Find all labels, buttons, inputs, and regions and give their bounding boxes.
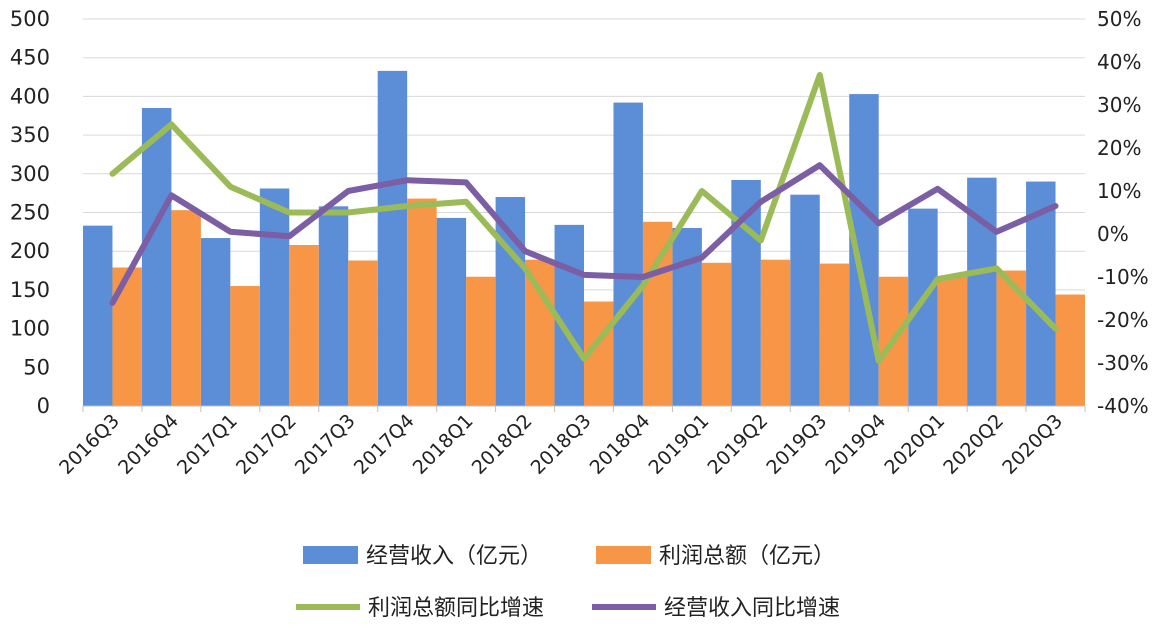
- y-left-tick-label: 350: [10, 123, 50, 147]
- legend-label: 经营收入同比增速: [664, 596, 840, 621]
- bar-profit: [819, 263, 850, 406]
- y-right-tick-label: 10%: [1097, 179, 1141, 203]
- y-right-tick-label: 20%: [1097, 136, 1141, 160]
- x-tick-label: 2019Q3: [762, 410, 831, 479]
- line-profit-growth: [109, 71, 1059, 364]
- bar-profit: [289, 245, 319, 406]
- x-tick-label: 2016Q3: [55, 410, 124, 479]
- y-right-tick-label: -40%: [1097, 394, 1149, 418]
- legend-label: 经营收入（亿元）: [366, 544, 542, 569]
- bar-revenue: [790, 194, 820, 406]
- x-tick-label: 2019Q4: [821, 410, 890, 479]
- x-tick-label: 2018Q1: [409, 410, 478, 479]
- legend-swatch: [596, 546, 651, 564]
- y-right-tick-label: 0%: [1097, 222, 1129, 246]
- legend-label: 利润总额同比增速: [368, 596, 544, 621]
- y-left-tick-label: 300: [10, 162, 50, 186]
- x-tick-label: 2018Q4: [586, 410, 655, 479]
- bar-profit: [466, 276, 496, 406]
- bar-revenue: [613, 102, 643, 406]
- x-tick-label: 2019Q2: [703, 410, 772, 479]
- y-left-tick-label: 0: [37, 394, 50, 418]
- bar-profit: [642, 221, 673, 406]
- bar-profit: [760, 259, 791, 406]
- bar-revenue: [554, 224, 584, 406]
- legend-label: 利润总额（亿元）: [659, 544, 835, 569]
- bar-revenue: [377, 70, 408, 406]
- y-right-tick-label: 40%: [1097, 50, 1141, 74]
- x-tick-label: 2017Q4: [350, 410, 419, 479]
- x-tick-label: 2020Q2: [939, 410, 1008, 479]
- y-right-tick-label: 50%: [1097, 7, 1141, 31]
- bar-profit: [1055, 294, 1085, 406]
- y-left-tick-label: 400: [10, 84, 50, 108]
- bar-profit: [230, 286, 260, 406]
- y-right-tick-label: -10%: [1097, 265, 1149, 289]
- y-left-tick-label: 100: [10, 317, 50, 341]
- y-left-tick-label: 250: [10, 201, 50, 225]
- legend-swatch: [303, 546, 358, 564]
- x-tick-label: 2020Q1: [880, 410, 949, 479]
- y-left-tick-label: 150: [10, 278, 50, 302]
- x-tick-label: 2019Q1: [645, 410, 714, 479]
- bar-profit: [112, 267, 142, 406]
- bar-profit: [525, 259, 555, 406]
- y-left-tick-label: 200: [10, 239, 50, 263]
- y-right-tick-label: -30%: [1097, 351, 1149, 375]
- bar-revenue: [436, 217, 467, 406]
- y-left-tick-label: 500: [10, 7, 50, 31]
- bar-revenue: [908, 208, 938, 406]
- x-tick-label: 2017Q2: [232, 410, 301, 479]
- y-left-tick-label: 50: [23, 355, 50, 379]
- x-tick-label: 2016Q4: [114, 410, 183, 479]
- x-tick-label: 2017Q1: [173, 410, 242, 479]
- bar-revenue: [318, 206, 349, 406]
- x-tick-label: 2020Q3: [998, 410, 1067, 479]
- x-tick-label: 2018Q3: [527, 410, 596, 479]
- bar-profit: [348, 260, 378, 406]
- x-tick-label: 2018Q2: [468, 410, 537, 479]
- bar-revenue: [259, 188, 290, 406]
- bar-revenue: [83, 225, 113, 406]
- x-tick-label: 2017Q3: [291, 410, 360, 479]
- y-right-tick-label: -20%: [1097, 308, 1149, 332]
- bar-revenue: [495, 197, 526, 406]
- bar-profit: [937, 276, 968, 406]
- bar-profit: [701, 262, 732, 406]
- bar-revenue: [672, 227, 702, 406]
- y-right-tick-label: 30%: [1097, 93, 1141, 117]
- bar-profit: [171, 210, 201, 406]
- y-left-tick-label: 450: [10, 46, 50, 70]
- line-revenue-growth: [109, 162, 1059, 306]
- bar-revenue: [141, 108, 172, 406]
- bar-revenue: [200, 238, 231, 406]
- bar-profit: [407, 198, 437, 406]
